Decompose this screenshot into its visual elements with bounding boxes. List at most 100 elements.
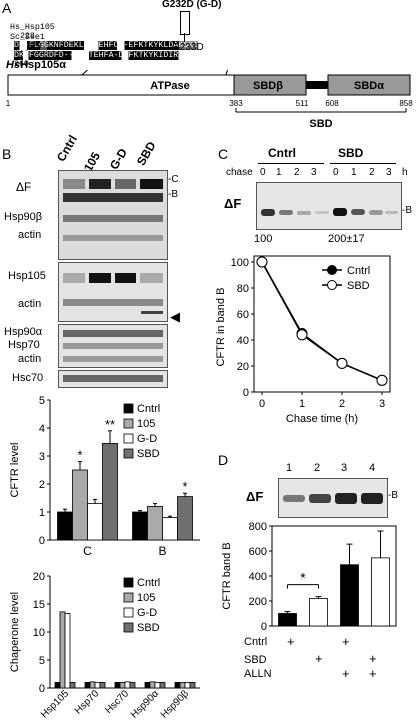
blot-label-deltaf: ΔF	[16, 180, 32, 194]
plot-frame	[253, 255, 391, 393]
panel-a-letter: A	[2, 0, 12, 16]
blot-label-hsp90a: Hsp90α	[4, 326, 43, 338]
chase-unit: h	[402, 167, 408, 178]
band-marker-c: -C	[168, 174, 179, 185]
y-tick-label: 80	[237, 283, 249, 295]
bar	[149, 681, 156, 689]
panel-c-letter: C	[218, 146, 229, 162]
band-d-lane3	[335, 493, 357, 504]
band-d-lane1	[283, 495, 305, 502]
x-tick-label: Hsc70	[103, 688, 131, 716]
blot-label-hsp105: Hsp105	[8, 270, 46, 282]
band-c-lane2	[279, 210, 293, 215]
panel-b-letter: B	[2, 146, 12, 162]
y-tick-label: 15	[33, 599, 45, 611]
sbd-bracket-label: SBD	[309, 118, 332, 130]
pos-383-label: 383	[229, 99, 243, 108]
bar	[72, 469, 88, 541]
sbd-alpha-box	[327, 74, 411, 96]
bar	[64, 613, 71, 689]
bar	[54, 682, 61, 689]
bar	[124, 681, 131, 689]
y-axis-label: CFTR level	[9, 442, 21, 497]
x-tick-label: C	[83, 544, 92, 558]
y-axis-label: Chaperone level	[9, 592, 21, 672]
zoom-right	[225, 70, 228, 76]
y-tick-label: 800	[249, 521, 267, 533]
protein-main: Hsp105α	[20, 59, 66, 71]
y-tick-label: 4	[39, 423, 45, 435]
linker-box	[306, 81, 328, 89]
chase-label: chase	[226, 167, 253, 178]
blot-b-1	[58, 170, 168, 260]
y-tick-label: 5	[39, 655, 45, 667]
legend-label: 105	[137, 592, 155, 604]
bar	[84, 682, 91, 689]
blot-b-3	[58, 324, 168, 368]
legend-label: SBD	[137, 622, 160, 634]
y-tick-label: 1	[39, 507, 45, 519]
band-c-lane7	[369, 210, 383, 215]
group-cntrl-line	[258, 163, 324, 164]
blot-c-band-b: -B	[402, 205, 412, 216]
chase-t1-b: 1	[351, 167, 357, 178]
band-c-lane3	[297, 211, 311, 215]
cftr-band-b-bar-chart: 0 200 400 600 800 CFTR band B *	[221, 521, 397, 633]
y-tick-label: 10	[33, 627, 45, 639]
x-tick-label: Hsp90α	[129, 688, 161, 720]
y-tick-label: 5	[39, 395, 45, 407]
bar	[154, 682, 161, 689]
band-c-lane5	[333, 208, 347, 216]
seq2-sequence: DKHFGGRDFD--LAITEHFA-DEFKTKYKIDIRENP	[13, 51, 194, 60]
lane-num-2: 2	[314, 462, 321, 474]
x-tick-label: B	[158, 544, 166, 558]
y-tick-label: 100	[231, 257, 249, 269]
y-tick-label: 400	[249, 571, 267, 583]
bar	[162, 517, 178, 541]
y-tick-label: 0	[243, 387, 249, 399]
y-tick-label: 2	[39, 479, 45, 491]
arrow-icon: ◀	[170, 309, 180, 324]
legend-swatch	[123, 577, 134, 588]
bar	[189, 682, 196, 689]
band-marker-b: -B	[168, 189, 178, 200]
bar	[69, 682, 76, 689]
seq1-sequence: DP-FLGGKNFDEKL-V-EHFCA-EFKTKYKLDAKSKI	[13, 41, 199, 50]
chase-t3-a: 3	[311, 167, 317, 178]
seq1-start: 228	[19, 32, 35, 41]
treatment-label-alln: ALLN	[244, 668, 272, 680]
band-c-lane4	[315, 211, 329, 214]
band-d-lane4	[361, 493, 383, 504]
lane-num-3: 3	[341, 462, 348, 474]
y-tick-label: 0	[39, 535, 45, 547]
band-actin-1	[63, 235, 163, 241]
blot-d-band-b: -B	[388, 490, 398, 501]
zoom-left	[81, 70, 89, 76]
legend-swatch	[123, 448, 134, 459]
y-tick-label: 20	[33, 571, 45, 583]
bar	[129, 682, 136, 689]
significance-mark: *	[77, 448, 82, 463]
pos-858-label: 858	[399, 99, 413, 108]
bar	[144, 682, 151, 689]
y-tick-label: 20	[237, 361, 249, 373]
blot-label-actin-1: actin	[18, 229, 42, 241]
legend-swatch	[123, 592, 134, 603]
significance-mark: *	[300, 570, 306, 586]
mutation-box	[180, 11, 190, 35]
bar	[132, 511, 148, 541]
blot-d-label: ΔF	[246, 489, 264, 504]
blot-c	[256, 182, 402, 230]
band-actin-3	[63, 356, 163, 362]
bar	[114, 682, 121, 689]
legend-label: Cntrl	[137, 403, 160, 415]
atpase-text: ATPase	[150, 80, 190, 92]
y-tick-label: 200	[249, 596, 267, 608]
bar	[119, 682, 126, 689]
alignment-row-2: Sc_Sse1 229 DKHFGGRDFD--LAITEHFA-DEFKTKY…	[0, 24, 194, 69]
bar	[179, 682, 186, 689]
pos-1-label: 1	[6, 99, 11, 108]
pos-608-label: 608	[325, 99, 339, 108]
y-tick-label: 60	[237, 309, 249, 321]
legend-swatch	[123, 433, 134, 444]
